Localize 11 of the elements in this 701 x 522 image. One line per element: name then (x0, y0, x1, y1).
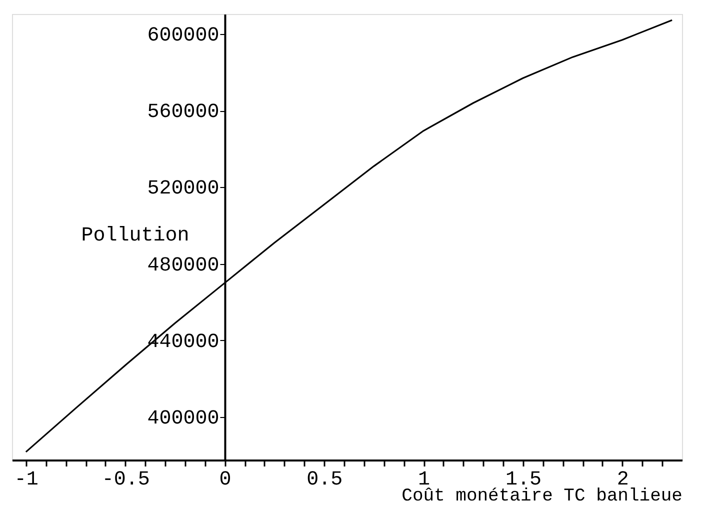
x-tick-label: 2 (616, 468, 629, 492)
y-axis-title: Pollution (81, 224, 190, 248)
x-tick-label: 0 (219, 468, 232, 492)
x-tick-label: -1 (14, 468, 38, 492)
y-tick-label: 520000 (147, 178, 220, 201)
x-tick-label: -0.5 (102, 468, 150, 492)
x-tick-label: 0.5 (306, 468, 343, 492)
y-tick-label: 560000 (147, 101, 220, 124)
y-tick-label: 480000 (147, 254, 220, 278)
y-tick-label: 600000 (147, 24, 220, 48)
y-tick-label: 400000 (147, 407, 220, 430)
